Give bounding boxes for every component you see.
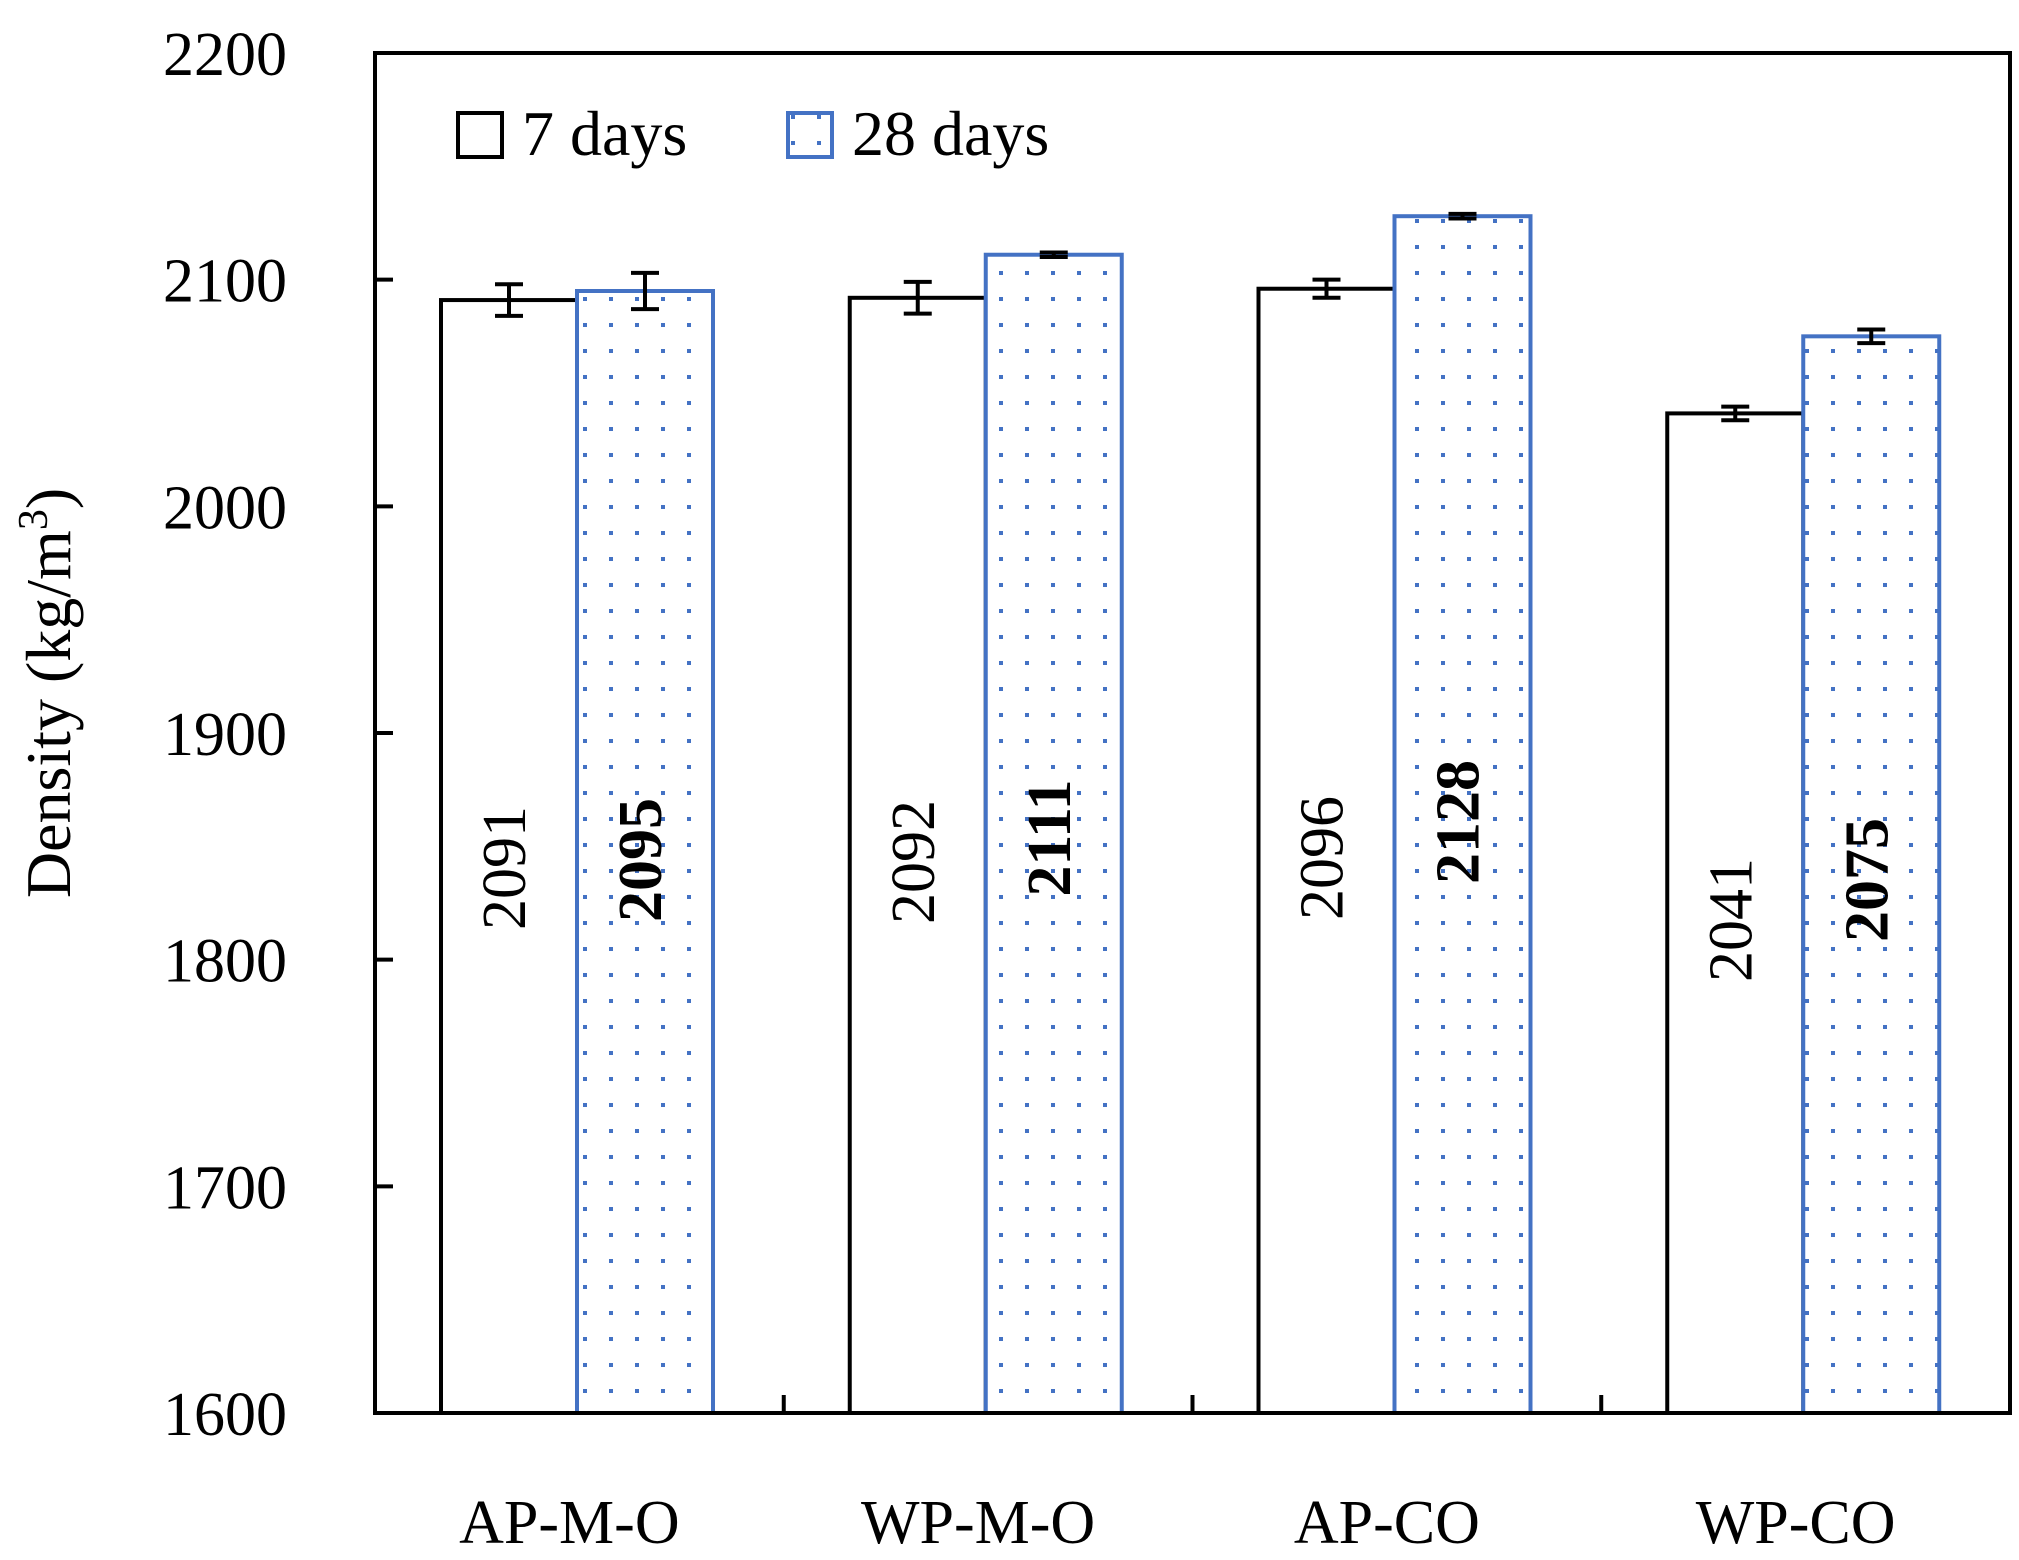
data-label-7-days-AP-M-O: 2091 (471, 806, 539, 930)
legend-swatch-7-days (456, 111, 504, 159)
data-label-28-days-AP-CO: 2128 (1425, 760, 1493, 884)
data-label-28-days-WP-CO: 2075 (1833, 818, 1901, 942)
data-label-7-days-WP-CO: 2041 (1697, 858, 1765, 982)
data-label-28-days-AP-M-O: 2095 (607, 798, 675, 922)
legend-swatch-28-days (786, 111, 834, 159)
bar-28-days-WP-CO (1801, 334, 1942, 1415)
bar-28-days-AP-CO (1392, 214, 1533, 1416)
x-tick-label-WP-CO: WP-CO (1696, 1489, 1896, 1557)
x-tick-label-WP-M-O: WP-M-O (861, 1489, 1095, 1557)
data-label-7-days-AP-CO: 2096 (1289, 796, 1357, 920)
bar-7-days-AP-CO (1256, 286, 1397, 1416)
y-tick-label: 1600 (163, 1381, 287, 1449)
y-tick-label: 2100 (163, 248, 287, 316)
x-tick-label-AP-CO: AP-CO (1294, 1489, 1480, 1557)
bar-7-days-AP-M-O (439, 298, 579, 1416)
legend: 7 days 28 days (456, 98, 1049, 169)
data-label-28-days-WP-M-O: 2111 (1016, 779, 1084, 896)
legend-label-7-days: 7 days (522, 98, 687, 169)
axes: 1600 1700 1800 1900 2000 2100 2200 AP-M-O WP-M-O… (11, 21, 2012, 1557)
bar-7-days-WP-CO (1665, 411, 1806, 1415)
y-tick-label: 1700 (163, 1154, 287, 1222)
y-axis-title: Density (kg/m3) (11, 488, 84, 898)
y-tick-label: 1900 (163, 701, 287, 769)
y-tick-label: 1800 (163, 928, 287, 996)
x-tick-label-AP-M-O: AP-M-O (459, 1489, 679, 1557)
bar-7-days-WP-M-O (847, 295, 988, 1415)
legend-label-28-days: 28 days (852, 98, 1049, 169)
y-tick-label: 2000 (163, 474, 287, 542)
data-label-7-days-WP-M-O: 2092 (880, 800, 948, 924)
y-tick-label: 2200 (163, 21, 287, 89)
plot-area: 2091 2095 2092 2111 2096 2128 2041 2075 (439, 211, 1942, 1416)
